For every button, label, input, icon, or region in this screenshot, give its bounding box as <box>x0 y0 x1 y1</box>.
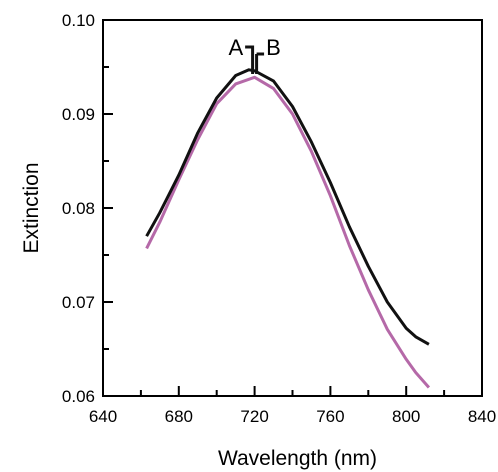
x-tick-label-760: 760 <box>316 407 344 426</box>
x-tick-label-640: 640 <box>89 407 117 426</box>
x-axis-title: Wavelength (nm) <box>218 447 377 470</box>
annotation-b-label: B <box>266 35 281 60</box>
annotation-a-label: A <box>228 35 243 60</box>
y-axis-title: Extinction <box>20 162 43 253</box>
y-tick-labels: 0.06 0.07 0.08 0.09 0.10 <box>62 11 95 406</box>
x-tick-label-720: 720 <box>240 407 268 426</box>
y-tick-label-3: 0.09 <box>62 105 95 124</box>
x-tick-labels: 640 680 720 760 800 840 <box>89 407 496 426</box>
y-major-ticks <box>103 19 113 397</box>
series-a-line <box>145 68 430 346</box>
x-tick-label-800: 800 <box>392 407 420 426</box>
series-b-line <box>145 75 431 389</box>
peak-annotation: A B <box>228 35 281 74</box>
y-tick-label-0: 0.06 <box>62 387 95 406</box>
y-tick-label-1: 0.07 <box>62 293 95 312</box>
plot-frame <box>102 19 483 397</box>
peak-bracket <box>245 45 265 74</box>
y-tick-label-2: 0.08 <box>62 199 95 218</box>
y-tick-label-4: 0.10 <box>62 11 95 30</box>
x-tick-label-680: 680 <box>165 407 193 426</box>
x-tick-label-840: 840 <box>468 407 496 426</box>
